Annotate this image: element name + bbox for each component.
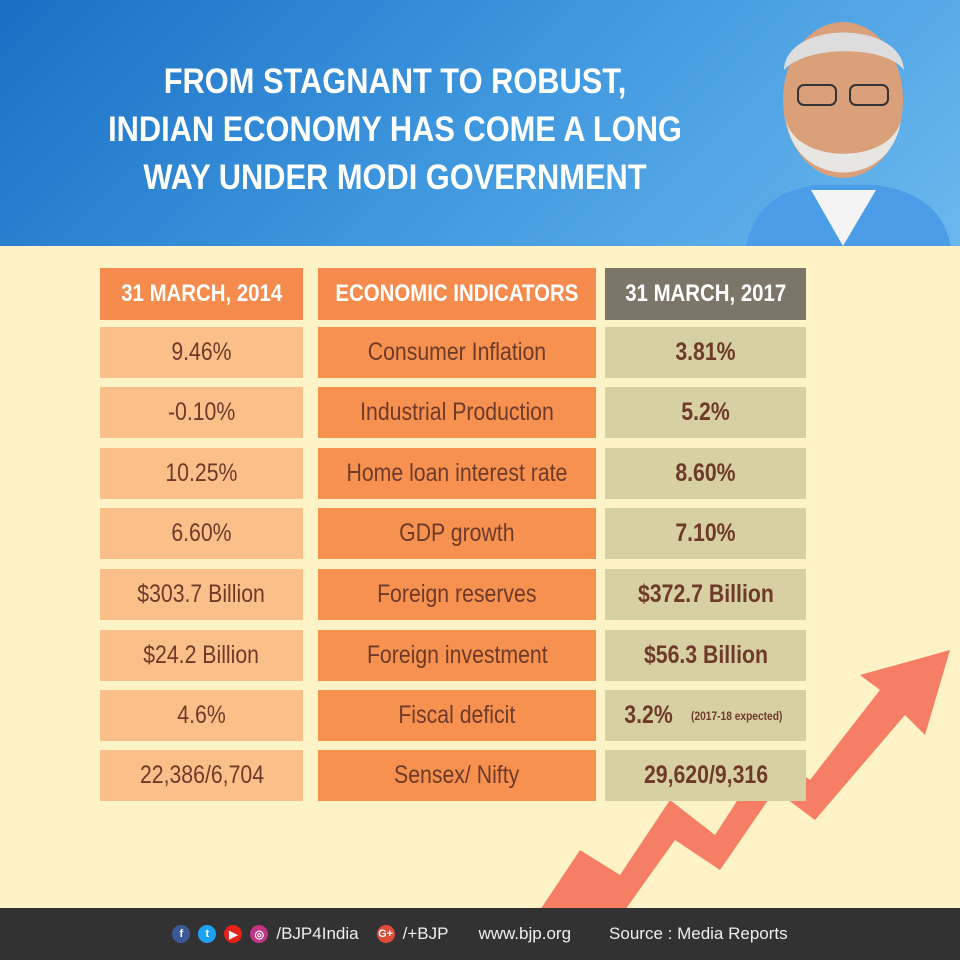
google-plus-icon[interactable]: G+: [376, 925, 395, 943]
value-2014-text: $24.2 Billion: [143, 641, 260, 669]
source-note: Source : Media Reports: [609, 924, 788, 943]
value-2014: 6.60%: [100, 508, 303, 559]
value-2017-text: 7.10%: [675, 519, 736, 547]
column-header-indicators: ECONOMIC INDICATORS: [318, 268, 596, 320]
indicator-name-text: Foreign investment: [366, 641, 548, 669]
facebook-icon[interactable]: f: [172, 925, 191, 943]
indicator-name-text: Fiscal deficit: [398, 701, 516, 729]
value-2014: -0.10%: [100, 387, 303, 438]
value-2014: 22,386/6,704: [100, 750, 303, 801]
value-2017: 29,620/9,316: [605, 750, 806, 801]
gplus-handle: /+BJP: [402, 924, 449, 943]
value-2017-text: 29,620/9,316: [643, 761, 768, 789]
header-banner: FROM STAGNANT TO ROBUST, INDIAN ECONOMY …: [0, 0, 960, 246]
indicator-name: Sensex/ Nifty: [318, 750, 596, 801]
headline-line: INDIAN ECONOMY HAS COME A LONG: [108, 110, 682, 149]
value-2014: 4.6%: [100, 690, 303, 741]
indicator-name: GDP growth: [318, 508, 596, 559]
value-2017-text: 5.2%: [681, 398, 730, 426]
footer-bar: f t ▶ ◎ /BJP4India G+ /+BJP www.bjp.org …: [0, 908, 960, 960]
indicator-name-text: GDP growth: [399, 519, 515, 547]
column-header-2017: 31 MARCH, 2017: [605, 268, 806, 320]
value-2017-text: 3.81%: [675, 338, 736, 366]
value-2017-text: $56.3 Billion: [643, 641, 768, 669]
social-handle: /BJP4India: [276, 924, 359, 943]
value-2014: 10.25%: [100, 448, 303, 499]
value-2017: 7.10%: [605, 508, 806, 559]
value-2017: 8.60%: [605, 448, 806, 499]
value-2014-text: 10.25%: [165, 459, 238, 487]
value-2017: 3.2% (2017-18 expected): [605, 690, 806, 741]
value-2014-text: $303.7 Billion: [137, 580, 266, 608]
headline-line: FROM STAGNANT TO ROBUST,: [163, 62, 627, 101]
indicator-name: Consumer Inflation: [318, 327, 596, 378]
youtube-icon[interactable]: ▶: [224, 925, 243, 943]
indicator-name-text: Sensex/ Nifty: [394, 761, 520, 789]
value-2014: 9.46%: [100, 327, 303, 378]
value-2017: 3.81%: [605, 327, 806, 378]
headline: FROM STAGNANT TO ROBUST, INDIAN ECONOMY …: [83, 58, 708, 202]
headline-line: WAY UNDER MODI GOVERNMENT: [143, 158, 647, 197]
value-2014-text: 22,386/6,704: [139, 761, 264, 789]
value-2017-text: $372.7 Billion: [637, 580, 774, 608]
website-link[interactable]: www.bjp.org: [478, 924, 572, 943]
twitter-icon[interactable]: t: [198, 925, 217, 943]
indicator-name: Home loan interest rate: [318, 448, 596, 499]
value-2017-text: 3.2%: [624, 701, 674, 729]
indicator-name: Foreign reserves: [318, 569, 596, 620]
value-2014-text: 6.60%: [171, 519, 232, 547]
column-header-2014: 31 MARCH, 2014: [100, 268, 303, 320]
value-2017-text: 8.60%: [675, 459, 736, 487]
growth-arrow-graphic: [540, 650, 950, 910]
indicator-name-text: Industrial Production: [360, 398, 554, 426]
value-2014-text: 4.6%: [177, 701, 226, 729]
indicator-name-text: Home loan interest rate: [346, 459, 568, 487]
indicator-name-text: Consumer Inflation: [367, 338, 547, 366]
value-note: (2017-18 expected): [691, 708, 783, 723]
value-2014: $303.7 Billion: [100, 569, 303, 620]
indicator-name: Industrial Production: [318, 387, 596, 438]
value-2017: $56.3 Billion: [605, 630, 806, 681]
value-2017: 5.2%: [605, 387, 806, 438]
value-2014: $24.2 Billion: [100, 630, 303, 681]
value-2014-text: 9.46%: [171, 338, 232, 366]
indicator-name: Foreign investment: [318, 630, 596, 681]
indicator-name: Fiscal deficit: [318, 690, 596, 741]
value-2014-text: -0.10%: [167, 398, 236, 426]
indicator-name-text: Foreign reserves: [377, 580, 537, 608]
value-2017: $372.7 Billion: [605, 569, 806, 620]
instagram-icon[interactable]: ◎: [250, 925, 269, 943]
portrait-image: [746, 22, 951, 246]
